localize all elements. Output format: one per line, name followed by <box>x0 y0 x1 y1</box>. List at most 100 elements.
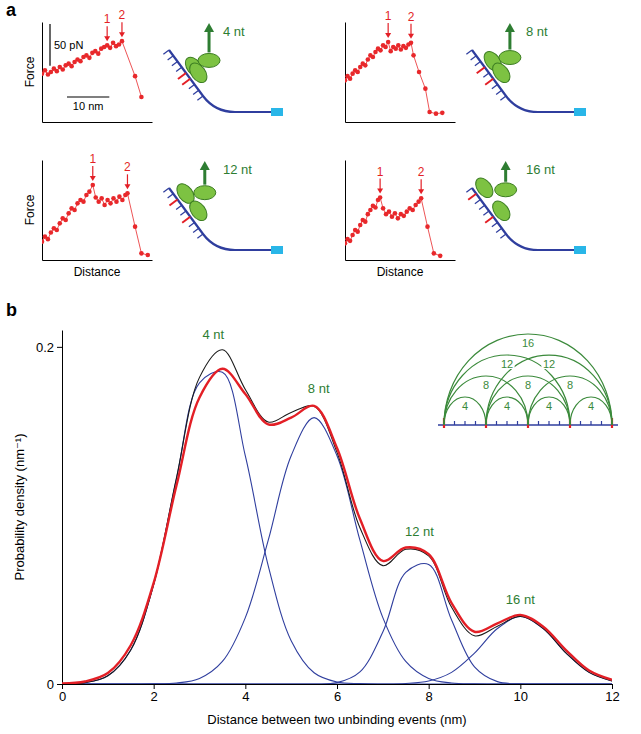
data-point <box>350 233 355 238</box>
nucleotide-tick <box>483 73 489 77</box>
data-point <box>396 43 401 48</box>
data-point <box>423 86 428 91</box>
inset-arc-label: 16 <box>522 337 534 349</box>
data-point <box>417 70 422 75</box>
data-point <box>387 209 392 214</box>
protein-domain <box>489 198 513 224</box>
data-point <box>388 49 393 54</box>
data-point <box>425 224 430 229</box>
panel-title: 4 nt <box>223 24 245 39</box>
data-point <box>393 211 398 216</box>
data-point <box>66 211 71 216</box>
nucleotide-tick <box>189 85 195 89</box>
inset-arc <box>444 397 486 425</box>
inset-arc-label: 8 <box>483 379 489 391</box>
peak-arrowhead <box>418 189 424 194</box>
nucleotide-tick <box>479 205 485 209</box>
x-axis-line <box>43 260 153 261</box>
nucleotide-tick <box>492 223 498 227</box>
inset-tick <box>506 421 507 425</box>
data-point <box>434 111 439 116</box>
peak-arrowhead <box>90 176 96 181</box>
inset-tick <box>590 421 591 425</box>
binding-site <box>468 194 476 200</box>
plot-area <box>345 40 445 116</box>
data-point <box>363 219 368 224</box>
x-axis-tick: 6 <box>334 684 341 704</box>
peak-annotation: 4 nt <box>202 327 224 342</box>
x-axis: 024681012 <box>59 684 620 704</box>
inset-arc <box>528 397 570 425</box>
peak-label: 1 <box>89 152 96 166</box>
surface <box>574 246 586 254</box>
label-patch <box>541 359 556 369</box>
y-axis-tick-label: 0 <box>47 677 54 692</box>
data-line <box>62 372 612 684</box>
cartoon: 16 nt <box>466 161 586 254</box>
nucleotide-tick <box>193 90 199 94</box>
peak-arrowhead <box>377 189 383 194</box>
panel-letter: b <box>6 300 17 320</box>
nucleotide-tick <box>496 90 502 94</box>
data-point <box>411 53 416 58</box>
data-point <box>432 251 437 256</box>
inset-tick <box>559 421 560 425</box>
data-point <box>402 214 407 219</box>
data-point <box>114 199 119 204</box>
x-axis-tick: 2 <box>151 684 158 704</box>
inset-tick <box>496 421 497 425</box>
scale-bar-label: 10 nm <box>73 100 104 112</box>
data-point <box>69 64 74 69</box>
x-axis <box>346 122 456 123</box>
data-point <box>108 201 113 206</box>
peak-arrow <box>121 22 122 33</box>
peak-label: 1 <box>104 12 111 26</box>
data-point <box>133 224 138 229</box>
label-patch <box>460 401 469 411</box>
spacing-inset: 4444888121216 <box>438 334 618 428</box>
data-point <box>378 195 383 200</box>
data-point <box>120 198 125 203</box>
nucleotide-tick <box>500 96 506 100</box>
figure-container: Force1250 pN10 nma4 nt128 ntForceDistanc… <box>0 0 641 734</box>
nucleotide-tick <box>500 234 506 238</box>
y-axis-tick-label: 0.2 <box>36 340 54 355</box>
panel-letter: a <box>6 0 17 20</box>
surface <box>574 108 586 116</box>
nucleotide-tick <box>163 188 169 192</box>
data-line <box>62 369 612 684</box>
data-point <box>355 229 360 234</box>
y-axis <box>345 23 346 123</box>
data-point <box>90 183 95 188</box>
y-axis <box>42 161 43 261</box>
peak-label: 2 <box>124 160 131 174</box>
inset-tick <box>548 421 549 425</box>
data-point <box>120 39 125 44</box>
y-axis-line <box>345 23 346 123</box>
figure: Force1250 pN10 nma4 nt128 ntForceDistanc… <box>0 0 641 734</box>
peak-arrowhead <box>385 33 391 38</box>
binding-site <box>477 67 485 73</box>
peak-label: 1 <box>377 165 384 179</box>
protein-domain <box>194 186 216 200</box>
cartoon: 8 nt <box>466 23 586 116</box>
data-point <box>96 51 101 56</box>
inset-tick <box>454 421 455 425</box>
nucleotide-tick <box>193 228 199 232</box>
data-point <box>366 212 371 217</box>
data-point <box>440 111 445 116</box>
binding-site <box>182 217 190 223</box>
x-axis-tick-label: 6 <box>334 689 341 704</box>
nucleotide-tick <box>197 234 203 238</box>
peak-arrow <box>410 24 411 35</box>
data-point <box>438 254 443 259</box>
nucleotide-tick <box>466 188 472 192</box>
inset-arc-label: 8 <box>525 379 531 391</box>
panel-title: 12 nt <box>223 162 252 177</box>
nucleotide-tick <box>466 50 472 54</box>
data-point <box>410 208 415 213</box>
inset-arc-label: 12 <box>501 358 513 370</box>
nucleotide-tick <box>475 62 481 66</box>
nucleotide-tick <box>180 211 186 215</box>
data-point <box>46 237 51 242</box>
